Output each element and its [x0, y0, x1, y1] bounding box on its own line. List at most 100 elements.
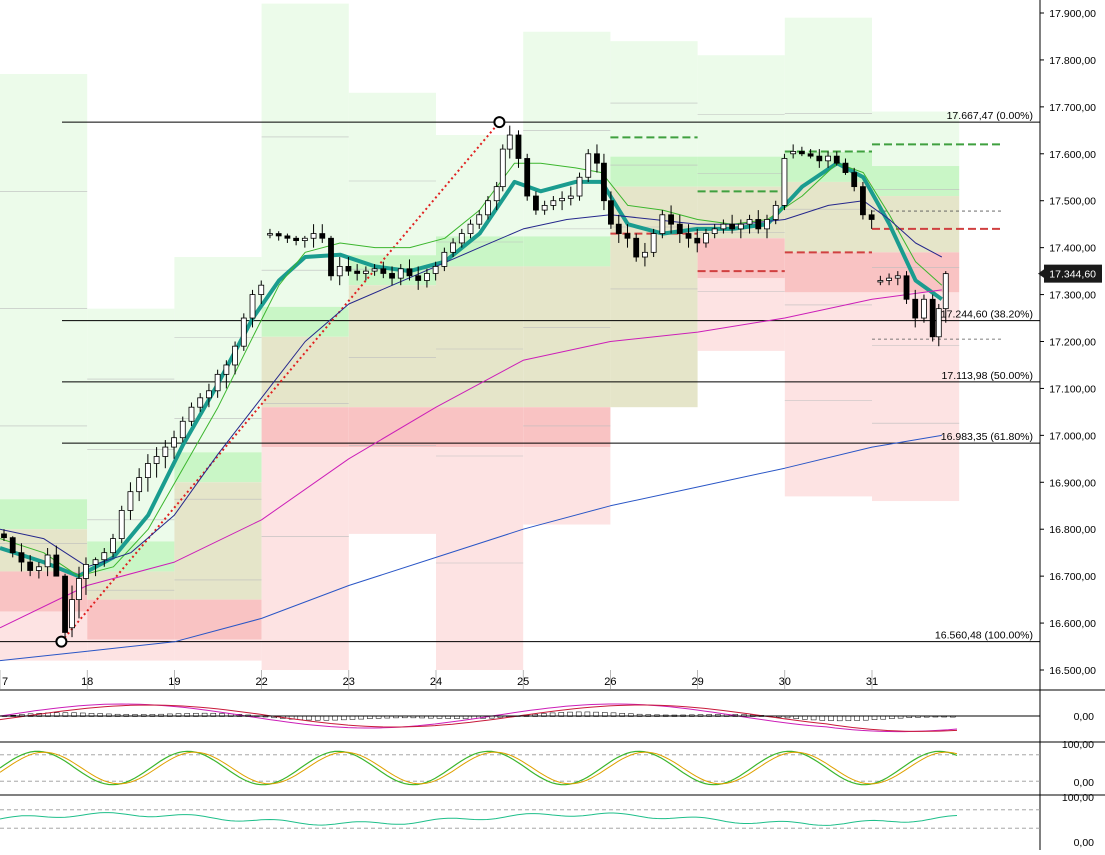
zone-bull-strong [872, 166, 960, 197]
fib-level[interactable]: 16.983,35 (61.80%) [62, 431, 1040, 444]
candle-body [493, 186, 500, 202]
candle [942, 271, 949, 323]
candle [240, 313, 247, 351]
candle-body [764, 219, 770, 230]
macd-histogram-bar [854, 715, 860, 721]
fib-level[interactable]: 17.113,98 (50.00%) [62, 370, 1040, 383]
day-zone-22 [261, 3, 349, 670]
candle [868, 210, 875, 229]
macd-histogram-bar [297, 715, 304, 720]
candle-body [659, 214, 666, 234]
macd-panel[interactable]: 0,00 [0, 703, 1094, 733]
candle-body [153, 456, 160, 464]
candle-body [101, 552, 108, 561]
day-zone-23 [348, 92, 436, 534]
time-tick-label: 23 [343, 676, 355, 688]
fib-level[interactable]: 17.244,60 (38.20%) [62, 309, 1040, 322]
candle-body [380, 268, 387, 274]
candle-body [720, 223, 727, 230]
candle-body [162, 446, 169, 457]
price-tick-label: 17.900,00 [1049, 8, 1096, 20]
stochastic-panel[interactable]: 100,00 0,00 [0, 739, 1094, 789]
price-tick-label: 17.500,00 [1049, 196, 1096, 208]
candle-body [694, 237, 701, 244]
candle-body [354, 270, 361, 274]
candle [615, 214, 622, 243]
candle [110, 533, 116, 558]
candle [567, 186, 574, 206]
time-tick-label: 7 [2, 676, 8, 688]
fib-anchor-low[interactable] [55, 635, 68, 648]
macd-histogram-bar [332, 715, 338, 721]
stochastic-d-line [0, 751, 958, 785]
day-zones-layer [0, 3, 960, 670]
time-axis[interactable]: 7 18 19 22 23 24 25 26 29 30 31 [0, 670, 878, 690]
candle-body [293, 237, 300, 242]
candle [807, 149, 814, 159]
candle-body [301, 237, 308, 242]
price-axis[interactable]: 17.900,00 17.800,00 17.700,00 17.600,00 17.5… [1038, 8, 1102, 677]
candle-body [729, 223, 736, 230]
fibonacci-layer: 17.667,47 (0.00%) 17.244,60 (38.20%) 17.11… [0, 110, 1040, 648]
time-tick-label: 22 [255, 676, 267, 688]
candle [886, 273, 892, 286]
zone-bull-strong [610, 156, 698, 187]
candle-body [711, 228, 718, 234]
candle-body [650, 233, 657, 253]
candle [9, 536, 16, 558]
zone-bear-light [697, 278, 785, 351]
price-tick-label: 17.800,00 [1049, 55, 1096, 67]
candle [83, 557, 89, 595]
candle [293, 235, 300, 246]
candle [825, 151, 831, 168]
zone-bull-light [348, 92, 436, 256]
macd-histogram-bar [836, 715, 843, 722]
fib-trend-line[interactable] [60, 121, 501, 643]
candle-body [110, 538, 116, 554]
candle [476, 210, 483, 229]
candle [781, 153, 788, 211]
candle [197, 393, 204, 412]
candle [485, 196, 491, 220]
candle [397, 264, 404, 286]
candle [153, 447, 160, 478]
candle [668, 205, 674, 234]
fib-anchor-high[interactable] [493, 116, 506, 129]
candle [171, 430, 177, 459]
candle [345, 257, 352, 276]
candle [703, 228, 709, 248]
time-tick-label: 31 [866, 676, 878, 688]
candle-body [894, 275, 901, 279]
stochastic-tick-label: 0,00 [1074, 777, 1095, 789]
candle-body [127, 491, 134, 511]
candle [1, 529, 7, 541]
candle-body [467, 223, 474, 234]
candle [44, 547, 51, 577]
candle-body [781, 158, 788, 206]
zone-bear-light [523, 447, 611, 525]
candle [685, 224, 692, 248]
candle [541, 200, 548, 215]
candle [354, 264, 361, 281]
candle [676, 214, 683, 243]
candle-body [9, 537, 16, 554]
fib-level[interactable]: 17.667,47 (0.00%) [62, 110, 1040, 123]
zone-neutral [436, 266, 524, 408]
candle-body [424, 273, 430, 281]
candle-body [171, 437, 177, 448]
candle-body [92, 559, 99, 565]
candle-body [506, 134, 513, 150]
zone-bull-light [0, 74, 88, 500]
macd-histogram-bar [323, 715, 330, 721]
rsi-tick-label: 100,00 [1062, 792, 1094, 804]
candle-body [275, 233, 282, 237]
zone-bear-strong [174, 599, 262, 640]
candle [499, 144, 506, 192]
candle-body [816, 155, 823, 162]
rsi-panel[interactable]: 100,00 0,00 [0, 792, 1094, 849]
candle [601, 153, 607, 211]
candle-body [755, 219, 762, 230]
zone-bull-light [174, 257, 262, 453]
candle [608, 191, 614, 229]
